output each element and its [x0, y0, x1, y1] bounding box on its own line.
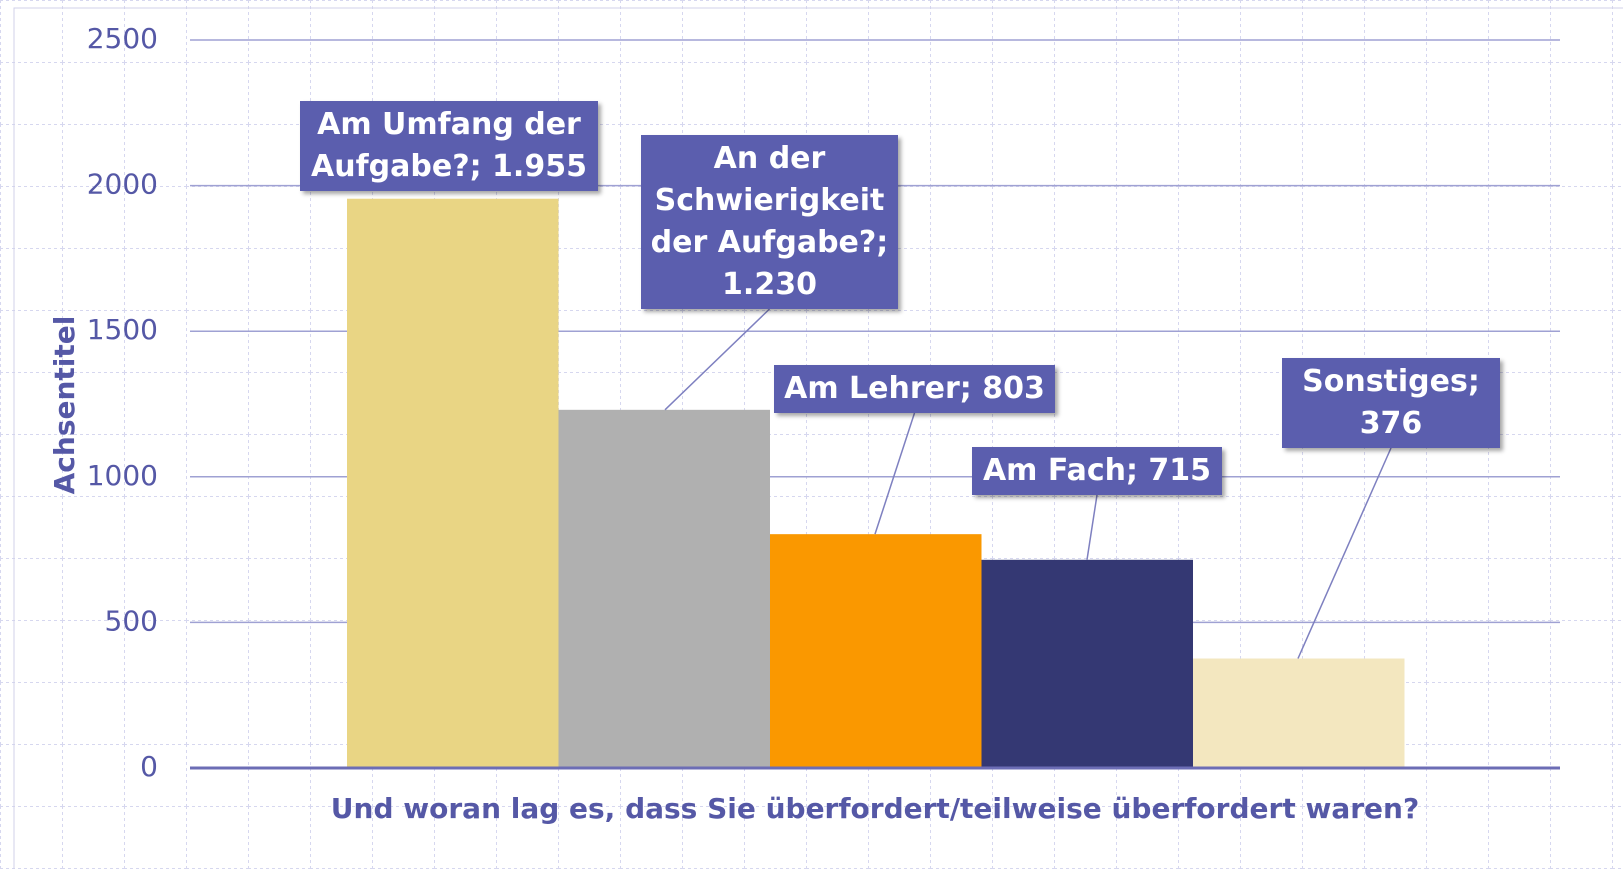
leader-line — [1086, 494, 1098, 560]
y-tick-label: 2500 — [87, 22, 158, 55]
bar — [770, 534, 982, 768]
leader-line — [874, 412, 916, 535]
x-axis-title: Und woran lag es, dass Sie überfordert/t… — [331, 792, 1419, 825]
y-axis-title: Achsentitel — [48, 316, 81, 495]
data-label: Am Fach; 715 — [972, 447, 1222, 495]
bar — [347, 198, 559, 769]
data-label: An der Schwierigkeit der Aufgabe?; 1.230 — [641, 135, 898, 309]
data-label: Sonstiges; 376 — [1282, 358, 1500, 448]
data-label: Am Umfang der Aufgabe?; 1.955 — [300, 101, 598, 191]
chart-border — [13, 7, 1623, 869]
bar — [1193, 658, 1405, 768]
bar — [558, 409, 770, 768]
bar — [981, 559, 1193, 768]
leader-line — [1297, 447, 1392, 659]
y-tick-label: 1000 — [87, 459, 158, 492]
y-tick-label: 500 — [105, 604, 158, 637]
data-label: Am Lehrer; 803 — [774, 365, 1055, 413]
y-tick-label: 0 — [140, 750, 158, 783]
y-tick-label: 2000 — [87, 168, 158, 201]
leader-line — [664, 308, 771, 411]
y-tick-label: 1500 — [87, 313, 158, 346]
